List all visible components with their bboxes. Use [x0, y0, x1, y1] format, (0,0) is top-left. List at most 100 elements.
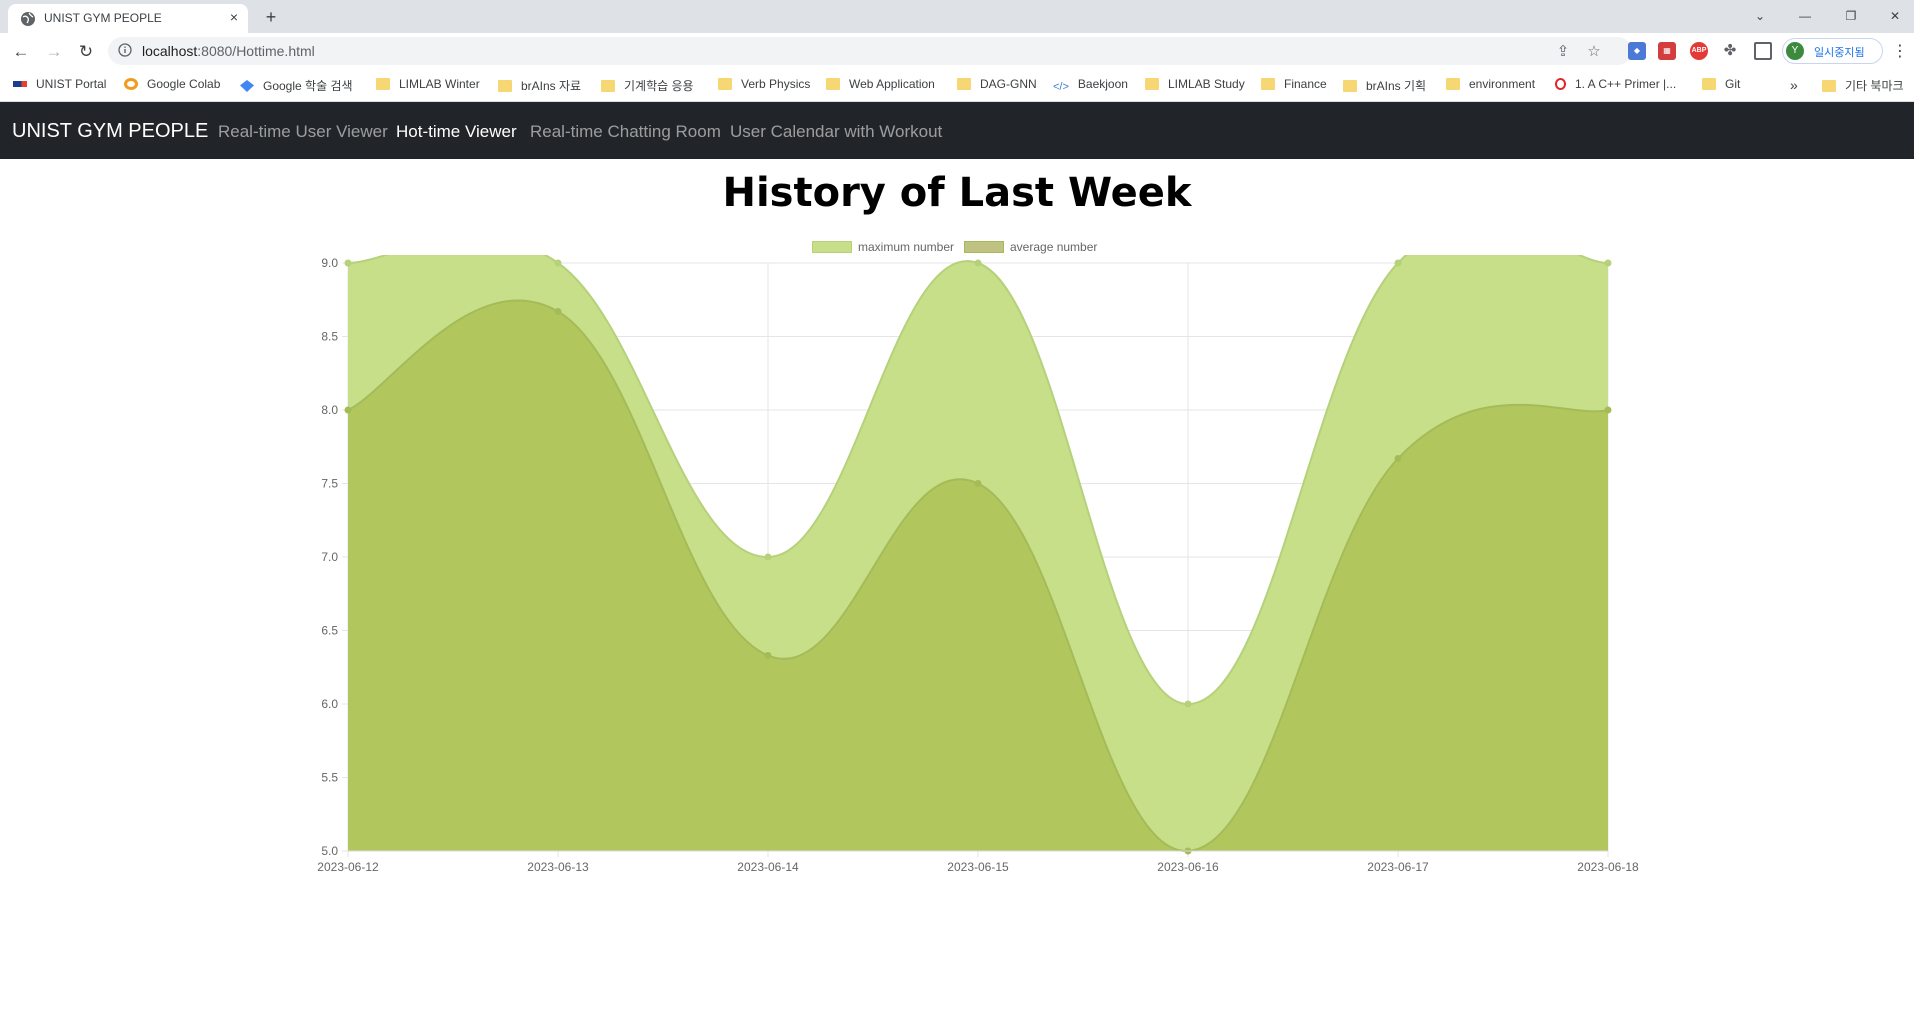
- x-tick-label: 2023-06-13: [527, 860, 589, 874]
- other-bookmarks[interactable]: 기타 북마크: [1822, 77, 1904, 95]
- browser-tab-strip: UNIST GYM PEOPLE × + ⌄ — ❐ ✕: [0, 0, 1914, 33]
- bookmark-item[interactable]: brAIns 자료: [498, 77, 581, 95]
- url-path: :8080/Hottime.html: [197, 43, 315, 59]
- profile-button[interactable]: Y 일시중지됨: [1782, 38, 1883, 64]
- legend-item-maximum[interactable]: maximum number: [812, 240, 954, 254]
- bookmark-item[interactable]: Git: [1702, 77, 1740, 95]
- y-tick-label: 5.5: [321, 771, 338, 785]
- bookmark-item[interactable]: Google Colab: [124, 77, 220, 95]
- data-point[interactable]: [974, 480, 982, 487]
- folder-icon: [1446, 78, 1460, 90]
- bookmarks-overflow-icon[interactable]: »: [1790, 77, 1798, 93]
- minimize-icon[interactable]: —: [1799, 9, 1811, 23]
- new-tab-button[interactable]: +: [265, 7, 277, 27]
- bookmark-item[interactable]: 1. A C++ Primer |...: [1555, 77, 1676, 95]
- back-icon[interactable]: ←: [12, 42, 30, 61]
- bookmark-item[interactable]: </> Baekjoon: [1053, 77, 1128, 93]
- chart-axes: 9.0 8.5 8.0 7.5 7.0 6.5 6.0 5.5 5.0 2023-06-12 202…: [317, 256, 1639, 874]
- extensions-puzzle-icon[interactable]: ✤: [1723, 42, 1737, 59]
- legend-item-average[interactable]: average number: [964, 240, 1097, 254]
- nav-real-time-user-viewer[interactable]: Real-time User Viewer: [218, 122, 388, 141]
- bookmark-item[interactable]: brAIns 기획: [1343, 77, 1426, 95]
- side-panel-icon[interactable]: [1754, 42, 1772, 60]
- bookmarks-bar: UNIST Portal Google Colab Google 학술 검색 L…: [0, 70, 1914, 102]
- adblock-icon[interactable]: ABP: [1690, 42, 1708, 60]
- bookmark-item[interactable]: environment: [1446, 77, 1535, 95]
- folder-icon: [1343, 80, 1357, 92]
- share-icon[interactable]: ⇪: [1556, 43, 1570, 60]
- bookmark-item[interactable]: Finance: [1261, 77, 1327, 95]
- tab-search-icon[interactable]: ⌄: [1754, 9, 1766, 23]
- data-point[interactable]: [344, 259, 352, 267]
- profile-label: 일시중지됨: [1814, 47, 1865, 59]
- bookmark-item[interactable]: LIMLAB Study: [1145, 77, 1245, 95]
- site-info-icon[interactable]: [118, 43, 132, 57]
- extension-red-icon[interactable]: ▦: [1658, 42, 1676, 60]
- bookmark-item[interactable]: 기계학습 응용: [601, 77, 694, 95]
- opera-logo-icon: [1555, 78, 1566, 90]
- x-tick-label: 2023-06-15: [947, 860, 1009, 874]
- y-tick-label: 6.5: [321, 624, 338, 638]
- nav-hot-time-viewer[interactable]: Hot-time Viewer: [396, 122, 517, 141]
- site-navbar: UNIST GYM PEOPLE Real-time User Viewer H…: [0, 102, 1914, 159]
- site-brand[interactable]: UNIST GYM PEOPLE: [12, 120, 209, 142]
- browser-toolbar: ← → ↻ localhost:8080/Hottime.html ⇪ ☆ ◆ …: [0, 33, 1914, 70]
- data-point[interactable]: [974, 259, 982, 267]
- data-point[interactable]: [764, 553, 772, 561]
- tab-close-icon[interactable]: ×: [229, 9, 239, 25]
- legend-label-average: average number: [1010, 240, 1098, 254]
- folder-icon: [376, 78, 390, 90]
- series-area-1: [348, 300, 1608, 852]
- legend-label-maximum: maximum number: [858, 240, 955, 254]
- data-point[interactable]: [1604, 406, 1612, 414]
- x-tick-label: 2023-06-16: [1157, 860, 1219, 874]
- address-bar[interactable]: localhost:8080/Hottime.html ⇪ ☆: [108, 37, 1632, 65]
- scholar-logo-icon: [240, 80, 254, 92]
- bookmark-item[interactable]: LIMLAB Winter: [376, 77, 480, 95]
- nav-user-calendar-with-workout[interactable]: User Calendar with Workout: [730, 122, 943, 141]
- data-point[interactable]: [1184, 700, 1192, 708]
- y-tick-label: 7.5: [321, 477, 338, 491]
- data-point[interactable]: [764, 651, 772, 659]
- data-point[interactable]: [554, 308, 562, 316]
- colab-logo-icon: [124, 78, 138, 90]
- bookmark-item[interactable]: UNIST Portal: [13, 77, 106, 95]
- x-tick-label: 2023-06-12: [317, 860, 379, 874]
- avatar: Y: [1786, 42, 1804, 60]
- folder-icon: [1702, 78, 1716, 90]
- bookmark-item[interactable]: Verb Physics: [718, 77, 810, 95]
- y-tick-label: 8.0: [321, 403, 338, 417]
- url-text: localhost:8080/Hottime.html: [142, 43, 315, 59]
- bookmark-item[interactable]: Google 학술 검색: [240, 77, 353, 95]
- reload-icon[interactable]: ↻: [78, 42, 94, 61]
- folder-icon: [1145, 78, 1159, 90]
- browser-menu-icon[interactable]: ⋮: [1892, 43, 1908, 60]
- data-point[interactable]: [344, 406, 352, 414]
- restore-icon[interactable]: ❐: [1845, 9, 1857, 23]
- url-host: localhost: [142, 43, 198, 59]
- bookmark-item[interactable]: DAG-GNN: [957, 77, 1037, 95]
- globe-icon: [21, 12, 35, 26]
- window-close-icon[interactable]: ✕: [1889, 9, 1901, 23]
- folder-icon: [718, 78, 732, 90]
- y-tick-label: 8.5: [321, 330, 338, 344]
- y-tick-label: 7.0: [321, 550, 338, 564]
- data-point[interactable]: [1394, 259, 1402, 267]
- page-title: History of Last Week: [722, 170, 1192, 216]
- extension-blue-icon[interactable]: ◆: [1628, 42, 1646, 60]
- y-tick-label: 9.0: [321, 256, 338, 270]
- nav-real-time-chatting-room[interactable]: Real-time Chatting Room: [530, 122, 721, 141]
- folder-icon: [498, 80, 512, 92]
- bookmark-star-icon[interactable]: ☆: [1587, 43, 1601, 60]
- area-chart: 9.0 8.5 8.0 7.5 7.0 6.5 6.0 5.5 5.0 2023-06-12 202…: [317, 255, 1639, 874]
- data-point[interactable]: [1604, 259, 1612, 267]
- browser-tab[interactable]: UNIST GYM PEOPLE ×: [8, 4, 248, 33]
- folder-icon: [957, 78, 971, 90]
- data-point[interactable]: [1394, 455, 1402, 463]
- forward-icon[interactable]: →: [45, 42, 63, 61]
- x-tick-label: 2023-06-18: [1577, 860, 1639, 874]
- data-point[interactable]: [554, 259, 562, 267]
- bookmark-item[interactable]: Web Application: [826, 77, 935, 95]
- folder-icon: [826, 78, 840, 90]
- x-tick-label: 2023-06-14: [737, 860, 799, 874]
